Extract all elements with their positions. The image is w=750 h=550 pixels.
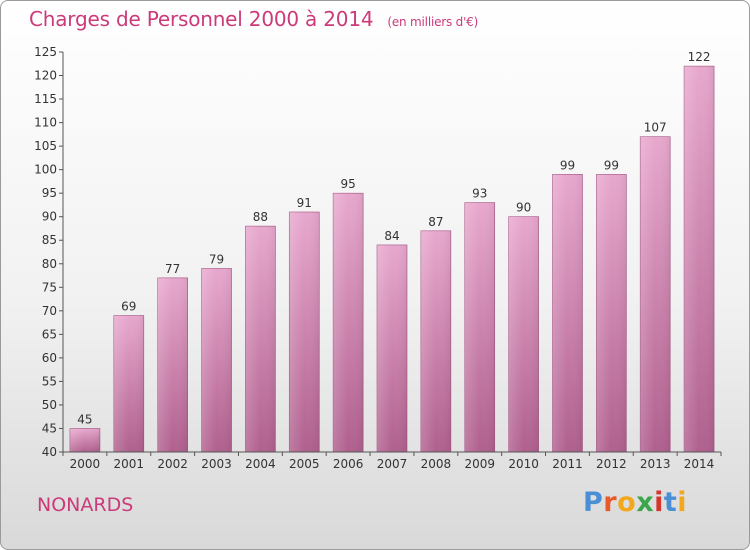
data-label: 87 [428,215,443,229]
x-tick-label: 2014 [684,457,715,471]
bars-layer [69,65,715,453]
data-label: 45 [77,412,92,426]
y-tick-label: 105 [34,139,57,153]
data-labels-layer: 45 69 77 79 88 91 95 84 87 93 90 99 99 107 122 [77,50,710,426]
chart-subtitle: (en milliers d'€) [387,15,479,29]
bar-shine [377,244,407,452]
x-tick-label: 2007 [377,457,408,471]
x-tick-label: 2000 [70,457,101,471]
y-tick-label: 85 [42,233,57,247]
bar-2000 [69,428,101,453]
y-tick-label: 40 [42,445,57,459]
data-label: 91 [297,196,312,210]
x-tick-label: 2009 [464,457,495,471]
bar-2001 [113,315,145,453]
bar-shine [201,268,232,452]
bar-2006 [332,192,364,453]
data-label: 77 [165,262,180,276]
chart-title-text: Charges de Personnel 2000 à 2014 [29,7,374,31]
y-tick-label: 90 [42,210,57,224]
data-label: 93 [472,187,487,201]
bar-2012 [596,174,627,453]
data-label: 122 [688,50,711,64]
data-label: 99 [560,158,575,172]
data-label: 107 [644,121,667,135]
proxiti-logo: Proxiti [583,487,687,518]
x-tick-label: 2012 [596,457,627,471]
bar-shine [113,315,144,452]
y-tick-label: 75 [42,280,57,294]
brand-letter: i [654,487,664,518]
x-tick-label: 2008 [421,457,452,471]
x-tick-label: 2006 [333,457,364,471]
bar-2002 [157,277,188,453]
bar-2010 [508,216,539,453]
y-tick-label: 110 [34,116,57,130]
x-tick-label: 2011 [552,457,583,471]
bar-2008 [420,230,452,453]
bar-shine [245,226,276,452]
brand-letter: o [617,487,637,518]
bar-shine [552,174,583,452]
chart-title: Charges de Personnel 2000 à 2014 (en mill… [29,7,478,31]
x-axis: 2000 2001 2002 2003 2004 2005 2006 2007 2008 2009… [62,451,722,471]
bar-2007 [376,244,408,453]
data-label: 90 [516,201,531,215]
x-tick-label: 2013 [640,457,671,471]
bar-2011 [552,174,583,453]
bar-shine [464,202,495,452]
y-tick-label: 60 [42,351,57,365]
y-tick-label: 80 [42,257,57,271]
data-label: 99 [604,158,619,172]
data-label: 95 [340,177,355,191]
data-label: 79 [209,252,224,266]
y-tick-label: 95 [42,186,57,200]
data-label: 84 [384,229,399,243]
commune-name: NONARDS [37,494,134,516]
x-tick-label: 2002 [157,457,188,471]
y-tick-label: 70 [42,304,57,318]
bar-shine [333,193,364,453]
data-label: 88 [253,210,268,224]
x-tick-label: 2005 [289,457,320,471]
bar-shine [69,428,100,452]
brand-letter: r [603,487,618,518]
x-tick-label: 2001 [114,457,145,471]
bar-2013 [639,136,671,453]
bar-shine [508,216,539,452]
bar-2005 [288,211,320,453]
bar-shine [289,212,320,452]
bar-2009 [464,202,496,453]
bar-shine [596,174,627,452]
y-tick-label: 45 [42,421,57,435]
x-tick-label: 2010 [508,457,539,471]
bar-2004 [245,225,276,453]
bar-shine [157,277,188,452]
brand-letter: P [583,487,604,518]
bar-2014 [683,65,715,453]
y-tick-label: 100 [34,163,57,177]
bar-shine [420,230,451,452]
y-tick-label: 125 [34,45,57,59]
brand-letter: x [636,487,655,518]
bar-shine [684,66,715,452]
bar-2003 [201,268,232,453]
x-tick-label: 2004 [245,457,276,471]
bar-shine [640,136,671,453]
y-tick-label: 115 [34,92,57,106]
y-tick-label: 65 [42,327,57,341]
brand-letter: t [663,487,678,518]
y-tick-label: 120 [34,69,57,83]
y-tick-label: 50 [42,398,57,412]
brand-letter: i [677,487,688,518]
data-label: 69 [121,300,136,314]
y-axis: 40 45 50 55 60 65 70 75 80 85 90 95 100 105 110 115 120 1… [34,45,64,459]
x-tick-label: 2003 [201,457,232,471]
y-tick-label: 55 [42,374,57,388]
